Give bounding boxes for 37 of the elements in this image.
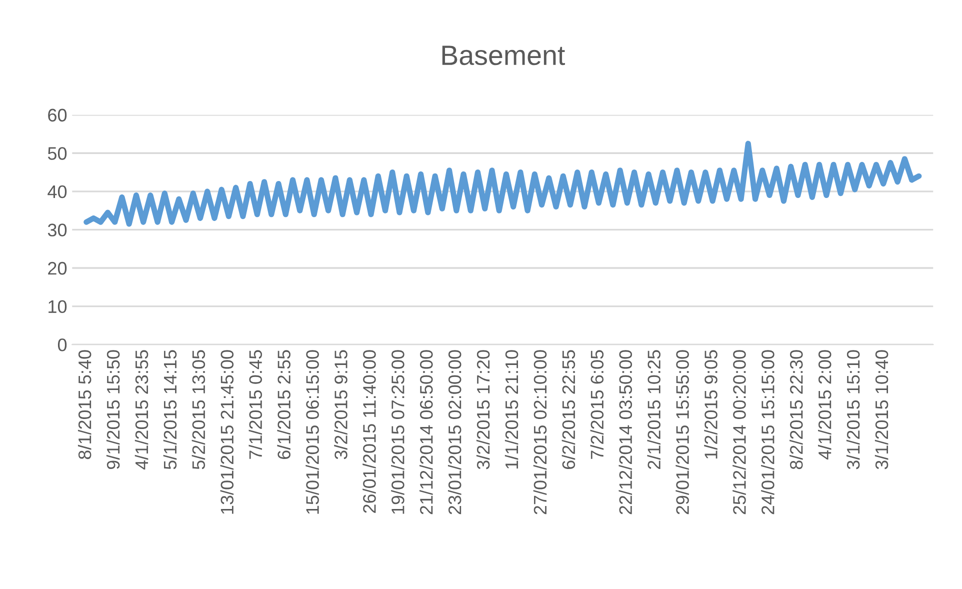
- x-tick-label: 2/1/2015 10:25: [647, 350, 660, 469]
- x-tick-label: 4/1/2015 23:55: [134, 350, 148, 470]
- x-tick-label: 5/2/2015 13:05: [192, 350, 206, 470]
- x-tick-label: 13/01/2015 21:45:00: [220, 350, 234, 514]
- x-tick-label: 6/2/2015 22:55: [562, 350, 576, 469]
- x-tick-label: 6/1/2015 2:55: [277, 350, 290, 459]
- y-tick-label: 10: [48, 300, 67, 313]
- x-tick-label: 1/2/2015 9:05: [704, 350, 718, 458]
- x-tick-label: 21/12/2014 06:50:00: [420, 350, 433, 514]
- x-tick-label: 3/1/2015 15:10: [846, 350, 860, 470]
- x-tick-label: 19/01/2015 07:25:00: [391, 350, 404, 514]
- x-tick-label: 3/2/2015 17:20: [476, 350, 490, 470]
- x-tick-label: 8/2/2015 22:30: [790, 350, 803, 470]
- y-tick-label: 0: [58, 338, 67, 352]
- x-tick-label: 25/12/2014 00:20:00: [732, 350, 746, 514]
- x-tick-label: 7/1/2015 0:45: [248, 350, 262, 459]
- chart-title: Basement: [442, 46, 565, 66]
- x-tick-label: 8/1/2015 5:40: [78, 350, 92, 460]
- x-tick-label: 4/1/2015 2:00: [818, 350, 832, 460]
- x-tick-label: 3/2/2015 9:15: [334, 350, 348, 460]
- x-tick-label: 26/01/2015 11:40:00: [362, 350, 376, 513]
- y-tick-label: 40: [48, 185, 67, 198]
- x-tick-label: 27/01/2015 02:10:00: [533, 350, 547, 514]
- x-tick-label: 15/01/2015 06:15:00: [306, 350, 319, 514]
- y-tick-label: 20: [48, 262, 67, 275]
- y-tick-label: 50: [48, 147, 67, 160]
- x-tick-label: 5/1/2015 14:15: [163, 350, 177, 470]
- x-tick-label: 7/2/2015 6:05: [590, 350, 604, 459]
- y-tick-label: 30: [48, 224, 67, 236]
- x-tick-label: 24/01/2015 15:15:00: [761, 350, 774, 514]
- x-tick-label: 9/1/2015 15:50: [106, 350, 120, 470]
- x-tick-label: 1/1/2015 21:10: [504, 350, 518, 469]
- x-tick-label: 22/12/2014 03:50:00: [618, 350, 632, 514]
- x-tick-label: 23/01/2015 02:00:00: [448, 350, 462, 514]
- y-tick-label: 60: [48, 108, 67, 122]
- x-tick-label: 29/01/2015 15:55:00: [676, 350, 689, 514]
- x-tick-label: 3/1/2015 10:40: [874, 350, 888, 470]
